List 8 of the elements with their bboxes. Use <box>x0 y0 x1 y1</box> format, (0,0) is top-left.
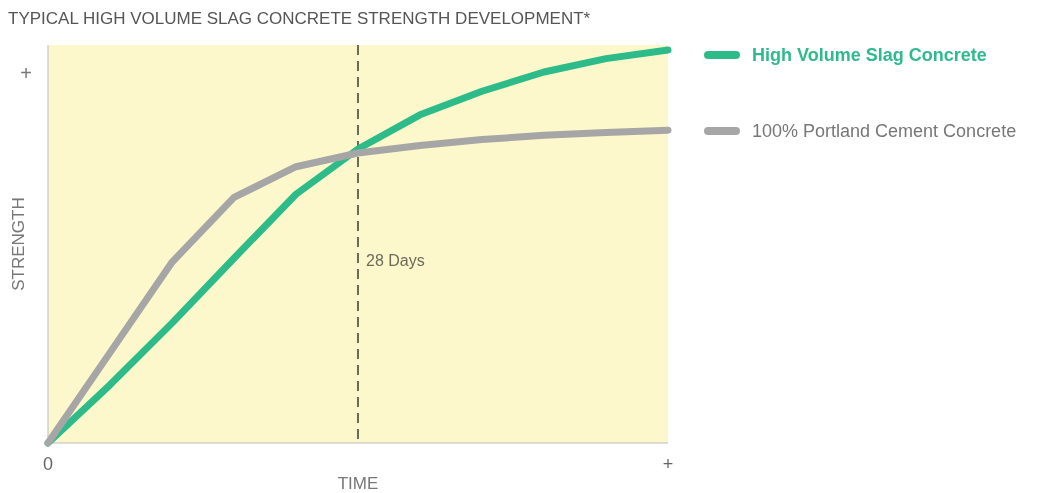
legend-label: 100% Portland Cement Concrete <box>752 121 1017 141</box>
chart-title: TYPICAL HIGH VOLUME SLAG CONCRETE STRENGTH DEVELOPMENT* <box>8 9 591 28</box>
x-tick-label: 0 <box>42 454 54 474</box>
y-axis-title: STRENGTH <box>9 197 28 291</box>
x-axis-title: TIME <box>337 474 379 493</box>
annotation: 28 Days <box>366 252 425 269</box>
text: + <box>20 62 32 84</box>
legend-label: High Volume Slag Concrete <box>752 45 987 65</box>
